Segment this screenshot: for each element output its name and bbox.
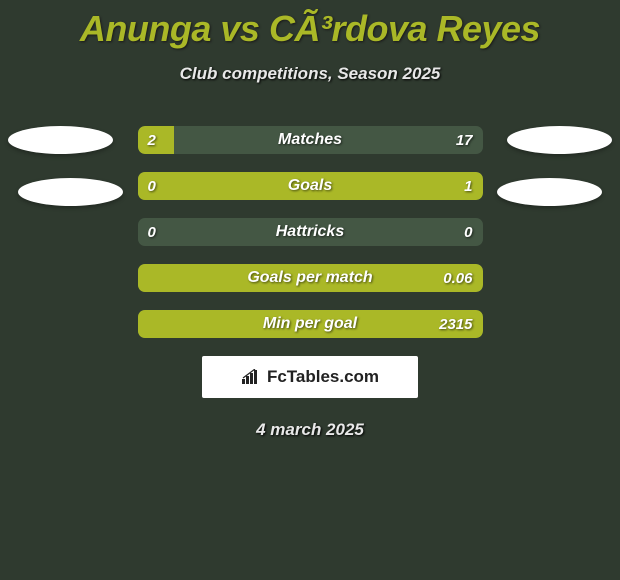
bar-label: Hattricks xyxy=(276,223,344,241)
bar-right-value: 17 xyxy=(456,132,473,149)
footer-logo[interactable]: FcTables.com xyxy=(202,356,418,398)
bar-right-value: 1 xyxy=(464,178,472,195)
bar-label: Goals per match xyxy=(247,269,372,287)
title-player-left: Anunga xyxy=(80,8,211,49)
title-player-right: CÃ³rdova Reyes xyxy=(269,8,540,49)
avatar-left-2 xyxy=(18,178,123,206)
comparison-chart: 2 Matches 17 0 Goals 1 0 Hattricks 0 Goa… xyxy=(0,126,620,338)
bar-row-gpm: Goals per match 0.06 xyxy=(138,264,483,292)
bar-left-value: 0 xyxy=(148,224,156,241)
bar-row-matches: 2 Matches 17 xyxy=(138,126,483,154)
avatar-left-1 xyxy=(8,126,113,154)
page-title: Anunga vs CÃ³rdova Reyes xyxy=(0,0,620,50)
footer-date: 4 march 2025 xyxy=(0,420,620,440)
avatar-right-2 xyxy=(497,178,602,206)
bar-left-value: 2 xyxy=(148,132,156,149)
bar-right-value: 0.06 xyxy=(443,270,472,287)
bar-row-hattricks: 0 Hattricks 0 xyxy=(138,218,483,246)
bar-label: Min per goal xyxy=(263,315,357,333)
bar-right-value: 2315 xyxy=(439,316,472,333)
bar-left-value: 0 xyxy=(148,178,156,195)
bar-row-goals: 0 Goals 1 xyxy=(138,172,483,200)
title-vs: vs xyxy=(220,8,259,49)
bar-row-mpg: Min per goal 2315 xyxy=(138,310,483,338)
avatar-right-1 xyxy=(507,126,612,154)
bar-label: Matches xyxy=(278,131,342,149)
chart-icon xyxy=(241,369,261,385)
bars-container: 2 Matches 17 0 Goals 1 0 Hattricks 0 Goa… xyxy=(138,126,483,338)
subtitle: Club competitions, Season 2025 xyxy=(0,64,620,84)
bar-right-value: 0 xyxy=(464,224,472,241)
bar-label: Goals xyxy=(288,177,332,195)
footer-logo-text: FcTables.com xyxy=(267,367,379,387)
